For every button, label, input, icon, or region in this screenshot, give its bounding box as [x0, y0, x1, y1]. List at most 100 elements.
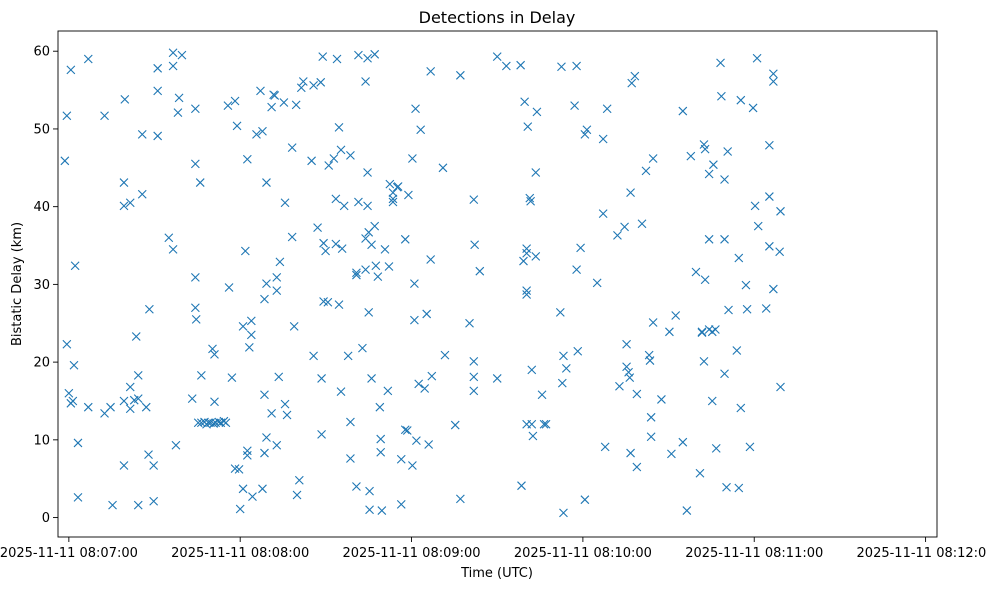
data-point-marker — [539, 419, 549, 429]
data-point-marker — [195, 178, 205, 187]
data-point-marker — [339, 201, 349, 211]
data-point-marker — [256, 86, 265, 96]
data-point-marker — [337, 244, 347, 254]
data-point-marker — [100, 111, 109, 121]
data-point-marker — [388, 188, 398, 198]
data-point-marker — [60, 156, 70, 166]
data-point-marker — [686, 151, 696, 161]
data-point-marker — [190, 303, 200, 313]
data-point-marker — [396, 454, 406, 464]
x-axis-label: Time (UTC) — [460, 566, 533, 581]
data-point-marker — [66, 65, 76, 75]
data-point-marker — [120, 95, 130, 104]
data-point-marker — [153, 63, 163, 73]
data-point-marker — [287, 143, 297, 152]
data-point-marker — [133, 394, 143, 404]
data-point-marker — [412, 436, 421, 446]
data-point-marker — [404, 190, 413, 200]
data-point-marker — [522, 290, 532, 299]
data-point-marker — [704, 234, 714, 244]
data-point-marker — [768, 284, 778, 294]
data-point-marker — [527, 419, 537, 429]
data-point-marker — [682, 506, 692, 515]
data-point-marker — [316, 77, 326, 87]
data-point-marker — [475, 266, 485, 276]
data-point-marker — [620, 222, 629, 232]
data-point-marker — [572, 61, 581, 71]
data-point-marker — [208, 344, 217, 354]
data-point-marker — [648, 318, 658, 327]
data-point-marker — [557, 62, 566, 72]
data-point-marker — [492, 374, 502, 383]
data-point-marker — [523, 122, 533, 131]
data-point-marker — [275, 257, 285, 267]
data-point-marker — [190, 159, 200, 169]
x-tick-label: 2025-11-11 08:09:00 — [343, 546, 481, 561]
data-point-marker — [287, 232, 297, 242]
data-point-marker — [400, 234, 410, 244]
data-point-marker — [267, 102, 276, 112]
data-point-marker — [361, 265, 370, 275]
data-point-marker — [367, 374, 376, 383]
data-point-marker — [238, 321, 248, 331]
data-point-marker — [210, 397, 219, 407]
data-point-marker — [613, 231, 622, 240]
data-point-marker — [469, 372, 479, 382]
data-point-marker — [559, 508, 568, 518]
data-point-marker — [388, 197, 398, 207]
data-point-marker — [678, 437, 688, 447]
data-point-marker — [531, 252, 541, 261]
data-point-marker — [626, 188, 635, 198]
data-point-marker — [317, 374, 326, 383]
data-point-marker — [576, 243, 585, 253]
data-point-marker — [704, 169, 714, 179]
data-point-marker — [307, 156, 316, 166]
data-point-marker — [522, 286, 532, 295]
data-point-marker — [248, 492, 257, 501]
data-point-marker — [716, 58, 725, 68]
data-point-marker — [144, 304, 154, 314]
data-point-marker — [346, 417, 355, 427]
data-point-marker — [62, 111, 72, 121]
data-point-marker — [470, 240, 480, 250]
data-point-marker — [73, 438, 83, 448]
data-point-marker — [469, 386, 479, 396]
data-point-marker — [400, 425, 410, 435]
data-point-marker — [137, 189, 147, 199]
y-axis-label: Bistatic Delay (km) — [10, 222, 25, 346]
data-point-marker — [764, 140, 774, 150]
data-point-marker — [227, 373, 237, 383]
data-point-marker — [73, 492, 83, 502]
data-point-marker — [346, 454, 355, 463]
data-point-marker — [615, 381, 624, 391]
data-point-marker — [191, 314, 201, 324]
data-point-marker — [149, 461, 159, 470]
data-point-marker — [210, 349, 219, 359]
data-point-marker — [336, 145, 346, 155]
data-point-marker — [646, 432, 656, 442]
data-point-marker — [722, 482, 731, 492]
data-point-marker — [637, 219, 647, 229]
data-point-marker — [526, 196, 536, 206]
data-point-marker — [221, 418, 231, 428]
data-point-marker — [83, 54, 93, 64]
data-point-marker — [331, 239, 341, 249]
data-point-marker — [267, 409, 276, 418]
data-point-marker — [321, 246, 330, 256]
data-point-marker — [235, 504, 245, 514]
data-point-marker — [380, 245, 390, 254]
data-point-marker — [720, 175, 729, 184]
data-point-marker — [168, 48, 178, 58]
data-point-marker — [149, 496, 159, 506]
data-point-marker — [153, 131, 163, 141]
data-point-marker — [622, 339, 631, 349]
data-point-marker — [426, 255, 436, 264]
data-point-marker — [598, 209, 608, 219]
data-point-marker — [625, 373, 635, 383]
data-point-marker — [732, 346, 742, 355]
data-point-marker — [699, 356, 709, 366]
data-point-marker — [627, 78, 637, 88]
x-tick-label: 2025-11-11 08:07:00 — [0, 546, 138, 561]
data-point-marker — [667, 449, 676, 459]
y-tick-label: 40 — [33, 200, 50, 215]
